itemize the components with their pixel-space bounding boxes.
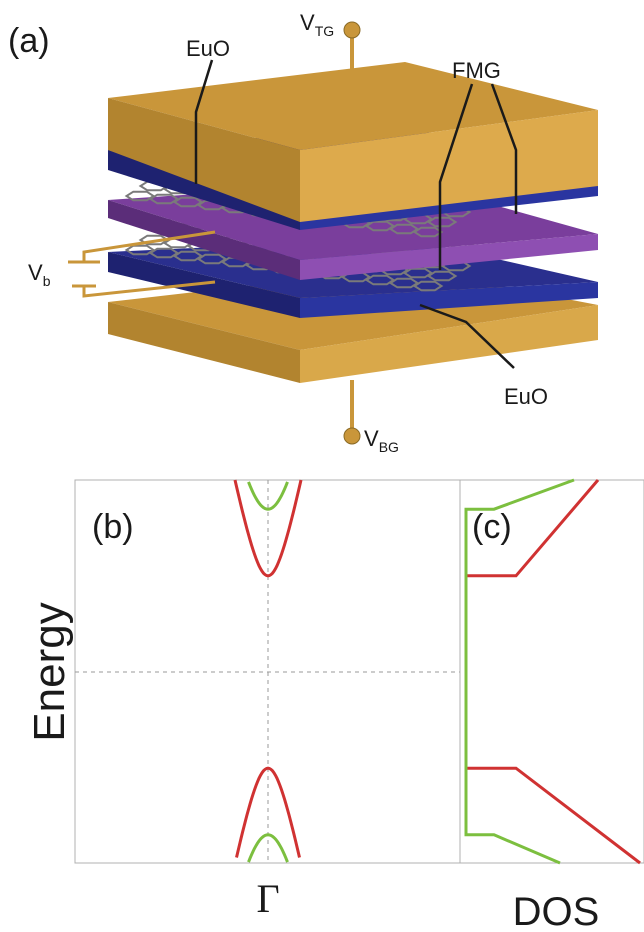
vtg-label: VTG	[300, 10, 334, 39]
vbg-ball	[344, 428, 360, 444]
fmg-label: FMG	[452, 58, 501, 83]
vtg-ball	[344, 22, 360, 38]
gamma-tick-label: Γ	[256, 876, 279, 921]
panel-b-tag: (b)	[92, 508, 134, 546]
panel-c: (c) DOS	[460, 480, 644, 932]
panel-a: (a) VBG	[8, 10, 598, 455]
energy-axis-label: Energy	[25, 602, 74, 741]
panel-c-tag: (c)	[472, 508, 512, 546]
euo-top-label: EuO	[186, 36, 230, 61]
dos-axis-label: DOS	[513, 890, 600, 932]
panel-b: (b) Energy Γ	[25, 480, 460, 921]
red-valence-band	[237, 768, 300, 857]
panel-a-tag: (a)	[8, 22, 50, 60]
euo-bottom-label: EuO	[504, 384, 548, 409]
vb-label: Vb	[28, 260, 51, 289]
vbg-label: VBG	[364, 426, 399, 455]
